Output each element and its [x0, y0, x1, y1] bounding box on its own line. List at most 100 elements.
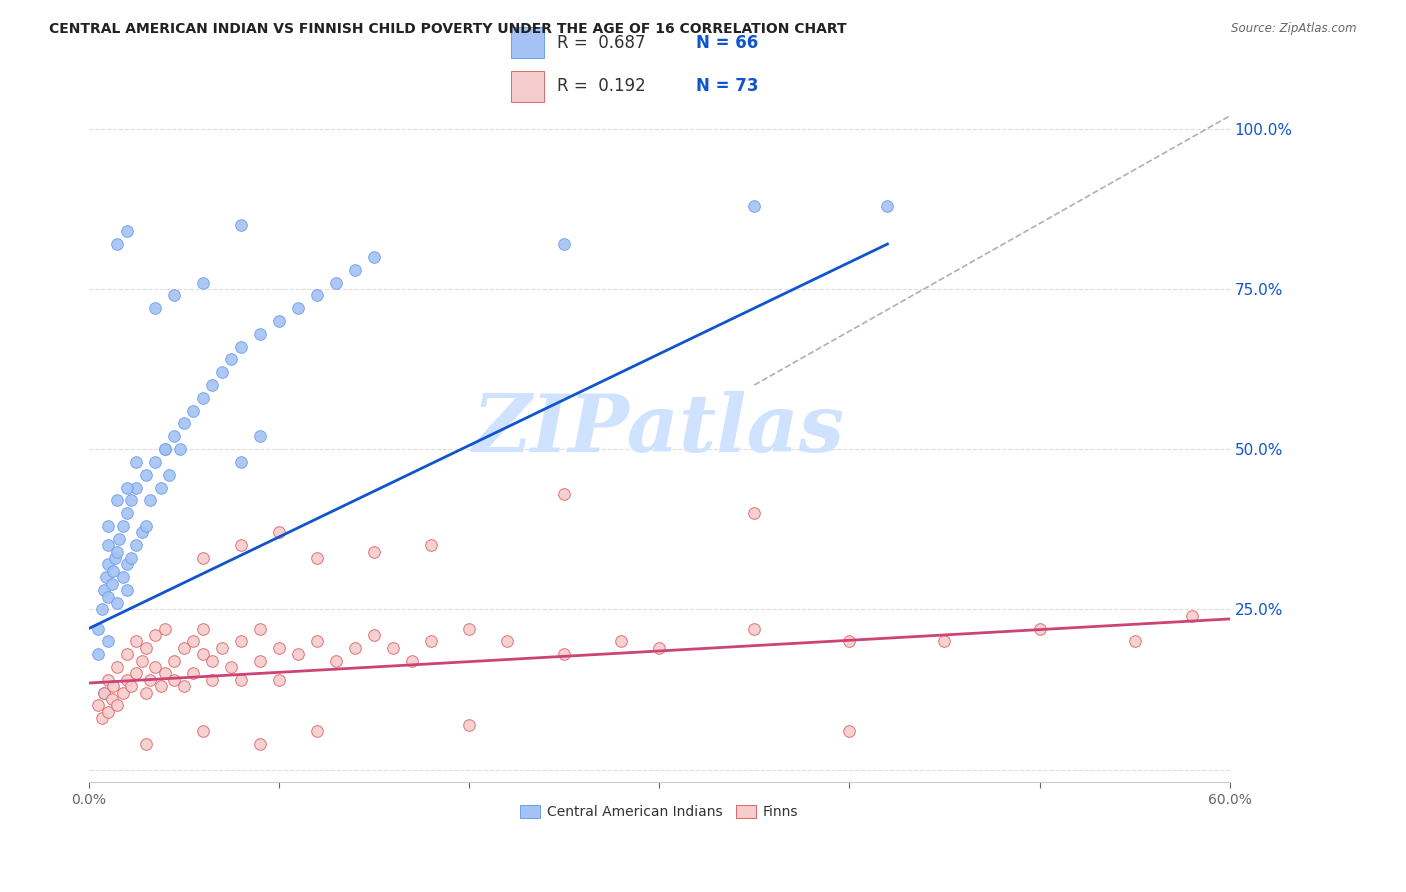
Point — [100, 692, 122, 706]
Point — [229, 340, 252, 354]
Point — [105, 493, 128, 508]
Point — [287, 647, 309, 661]
Point — [191, 276, 214, 290]
Point — [111, 519, 134, 533]
Point — [201, 673, 224, 687]
Point — [201, 654, 224, 668]
Point — [131, 654, 153, 668]
Point — [163, 654, 186, 668]
Point — [420, 634, 443, 648]
Legend: Central American Indians, Finns: Central American Indians, Finns — [515, 799, 804, 825]
Point — [153, 442, 176, 456]
Point — [131, 525, 153, 540]
Point — [138, 493, 160, 508]
Point — [742, 198, 765, 212]
Point — [1123, 634, 1146, 648]
Point — [163, 429, 186, 443]
Point — [553, 647, 575, 661]
Point — [287, 301, 309, 315]
Point — [267, 314, 290, 328]
Point — [229, 455, 252, 469]
Point — [94, 570, 117, 584]
Point — [838, 634, 860, 648]
Point — [221, 352, 243, 367]
Point — [97, 673, 120, 687]
Point — [325, 654, 347, 668]
Point — [135, 519, 157, 533]
Point — [458, 717, 481, 731]
Point — [87, 647, 110, 661]
Point — [191, 647, 214, 661]
Point — [153, 666, 176, 681]
Point — [191, 551, 214, 566]
FancyBboxPatch shape — [512, 28, 544, 58]
Point — [97, 558, 120, 572]
Point — [648, 640, 671, 655]
Point — [87, 698, 110, 713]
Point — [104, 551, 127, 566]
Point — [742, 506, 765, 520]
Point — [143, 301, 166, 315]
Point — [183, 666, 205, 681]
Point — [183, 634, 205, 648]
Point — [553, 237, 575, 252]
Point — [120, 679, 142, 693]
Point — [105, 660, 128, 674]
Point — [173, 679, 195, 693]
Point — [249, 622, 271, 636]
Point — [363, 628, 385, 642]
Point — [143, 628, 166, 642]
Point — [201, 378, 224, 392]
Point — [183, 403, 205, 417]
Point — [343, 262, 366, 277]
Point — [150, 481, 173, 495]
Point — [163, 288, 186, 302]
Point — [191, 391, 214, 405]
Point — [249, 654, 271, 668]
Point — [153, 622, 176, 636]
Point — [143, 660, 166, 674]
Point — [105, 237, 128, 252]
Point — [229, 673, 252, 687]
Point — [211, 365, 233, 379]
Point — [305, 724, 328, 739]
Point — [173, 417, 195, 431]
Point — [420, 538, 443, 552]
Point — [267, 525, 290, 540]
Text: N = 73: N = 73 — [696, 78, 758, 95]
Point — [305, 634, 328, 648]
Point — [97, 519, 120, 533]
Point — [157, 467, 180, 482]
Point — [343, 640, 366, 655]
Point — [553, 487, 575, 501]
Point — [115, 583, 138, 598]
Point — [325, 276, 347, 290]
Point — [458, 622, 481, 636]
Point — [115, 224, 138, 238]
Point — [229, 634, 252, 648]
Point — [173, 640, 195, 655]
Point — [105, 596, 128, 610]
Point — [115, 647, 138, 661]
Point — [742, 622, 765, 636]
Point — [120, 493, 142, 508]
Text: Source: ZipAtlas.com: Source: ZipAtlas.com — [1232, 22, 1357, 36]
Point — [97, 538, 120, 552]
Point — [97, 705, 120, 719]
Point — [93, 685, 115, 699]
Point — [249, 326, 271, 341]
Point — [93, 583, 115, 598]
Point — [135, 685, 157, 699]
Point — [305, 551, 328, 566]
Point — [91, 602, 114, 616]
Point — [267, 673, 290, 687]
Point — [135, 640, 157, 655]
Point — [838, 724, 860, 739]
Point — [97, 590, 120, 604]
Point — [382, 640, 405, 655]
Text: R =  0.687: R = 0.687 — [557, 34, 645, 52]
Point — [934, 634, 956, 648]
Point — [97, 634, 120, 648]
Point — [125, 538, 148, 552]
Point — [610, 634, 633, 648]
